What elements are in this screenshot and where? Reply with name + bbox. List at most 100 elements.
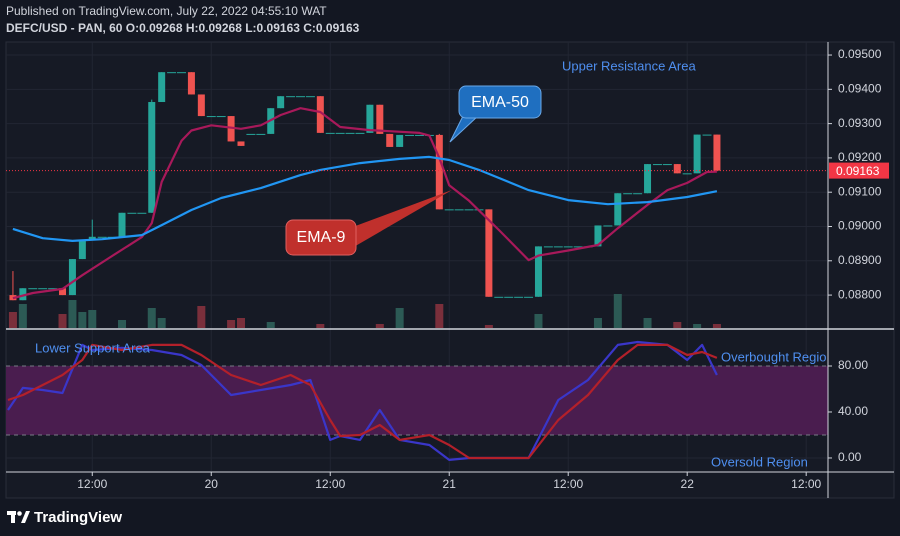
callout-arrow — [350, 190, 452, 248]
candle-body — [227, 116, 235, 142]
volume-bar — [118, 320, 127, 328]
doji — [127, 212, 137, 214]
doji — [295, 96, 305, 98]
volume-bar — [613, 294, 622, 328]
doji — [504, 296, 514, 298]
candle-body — [386, 133, 394, 147]
volume-bar — [395, 308, 404, 328]
volume-bar — [147, 308, 156, 328]
volume-bar — [78, 312, 87, 328]
doji — [355, 132, 365, 134]
annotation: Overbought Regio — [721, 349, 827, 364]
doji — [38, 288, 48, 290]
candle-body — [19, 288, 27, 301]
y-tick-label: 0.08800 — [838, 287, 882, 301]
candle-body — [59, 288, 67, 296]
y-tick-label: 0.09200 — [838, 150, 882, 164]
volume-bar — [197, 306, 206, 328]
doji — [137, 212, 147, 214]
ema-line — [12, 107, 717, 300]
candle-body — [78, 240, 86, 260]
doji — [325, 132, 335, 134]
callout-label: EMA-9 — [297, 229, 346, 246]
volume-bar — [643, 318, 652, 328]
doji — [167, 72, 177, 74]
callout-box — [285, 219, 357, 256]
volume-bar — [593, 318, 602, 328]
volume-bar — [534, 314, 543, 328]
candle-body — [713, 134, 721, 171]
brand-name: TradingView — [34, 509, 122, 526]
doji — [454, 209, 464, 211]
doji — [563, 246, 573, 248]
doji — [514, 296, 524, 298]
doji — [305, 96, 315, 98]
doji — [405, 134, 415, 136]
volume-bar — [435, 304, 444, 328]
y-tick-label: 0.00 — [838, 450, 862, 464]
x-tick-label: 20 — [205, 477, 219, 491]
candle-body — [68, 259, 76, 296]
doji — [623, 193, 633, 195]
doji — [28, 288, 38, 290]
candle-body — [158, 72, 166, 103]
candle-body — [366, 104, 374, 133]
volume-bar — [316, 324, 325, 328]
volume-bar — [673, 322, 682, 328]
x-tick-label: 12:00 — [553, 477, 583, 491]
doji — [464, 209, 474, 211]
volume-bar — [375, 324, 384, 328]
candle-body — [316, 96, 324, 133]
brand-logo — [7, 511, 30, 523]
doji — [543, 246, 553, 248]
doji — [246, 133, 256, 135]
candle-body — [614, 193, 622, 226]
doji — [573, 246, 583, 248]
volume-bar — [266, 322, 275, 328]
y-tick-label: 0.09000 — [838, 219, 882, 233]
marks-layer — [7, 72, 721, 461]
candle-body — [148, 102, 156, 213]
candle-body — [485, 209, 493, 297]
annotation: Oversold Region — [711, 454, 808, 469]
y-tick-label: 40.00 — [838, 404, 868, 418]
rsi-line — [7, 343, 718, 460]
callout-label: EMA-50 — [471, 94, 529, 111]
doji — [682, 173, 692, 175]
doji — [603, 225, 613, 227]
candle-body — [534, 246, 542, 297]
volume-bar — [88, 310, 97, 328]
volume-bar — [712, 324, 721, 328]
volume-bar — [693, 324, 702, 328]
volume-bar — [157, 318, 166, 328]
published-line: Published on TradingView.com, July 22, 2… — [6, 4, 327, 18]
y-tick-label: 0.09500 — [838, 47, 882, 61]
volume-bar — [58, 314, 67, 328]
candle-body — [693, 134, 701, 174]
candle-body — [88, 236, 96, 241]
candle-body — [435, 134, 443, 210]
callout-box — [458, 85, 542, 119]
doji — [177, 72, 187, 74]
doji — [553, 246, 563, 248]
candle-body — [237, 141, 245, 146]
price-pane — [8, 72, 721, 328]
x-tick-label: 12:00 — [77, 477, 107, 491]
annotation: Lower Support Area — [35, 340, 151, 355]
x-tick-label: 22 — [681, 477, 695, 491]
doji — [444, 209, 454, 211]
candle-body — [187, 72, 195, 95]
y-tick-label: 80.00 — [838, 358, 868, 372]
candle-body — [277, 96, 285, 109]
volume-bar — [227, 320, 236, 328]
last-price-box — [829, 162, 889, 179]
doji — [414, 134, 424, 136]
ema-line — [12, 155, 718, 242]
volume-bar — [484, 325, 493, 328]
doji — [256, 133, 266, 135]
candle-body — [673, 164, 681, 174]
doji — [524, 296, 534, 298]
doji — [48, 288, 58, 290]
grid-layer — [6, 42, 828, 472]
